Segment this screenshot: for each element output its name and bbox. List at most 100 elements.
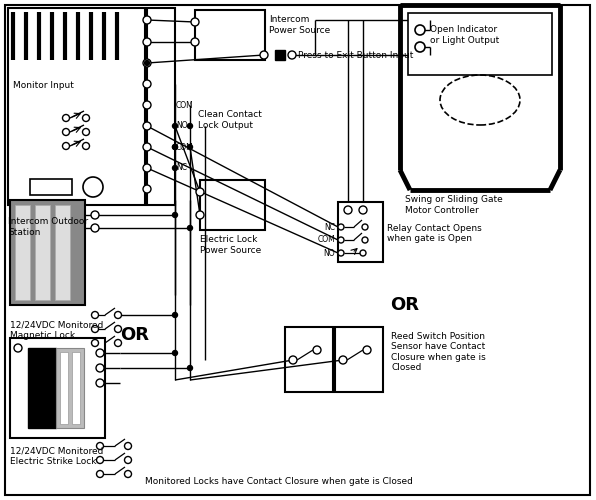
Bar (10, 200, 85, 305)
Text: OR: OR (390, 296, 419, 314)
Circle shape (362, 224, 368, 230)
Circle shape (143, 38, 151, 46)
Circle shape (143, 101, 151, 109)
Circle shape (344, 206, 352, 214)
Text: Electric Lock
Power Source: Electric Lock Power Source (200, 236, 261, 255)
Text: OR: OR (120, 326, 149, 344)
Circle shape (83, 177, 103, 197)
Circle shape (82, 142, 89, 150)
Circle shape (125, 470, 132, 478)
Circle shape (339, 356, 347, 364)
Text: COM: COM (317, 236, 335, 244)
Bar (335, 327, 383, 392)
Text: NC: NC (324, 222, 335, 232)
Text: Relay Contact Opens
when gate is Open: Relay Contact Opens when gate is Open (387, 224, 482, 243)
Circle shape (82, 114, 89, 121)
Text: Intercom
Power Source: Intercom Power Source (269, 16, 330, 34)
Text: 12/24VDC Monitored
Magnetic Lock: 12/24VDC Monitored Magnetic Lock (10, 320, 103, 340)
Text: Press to Exit Button Input: Press to Exit Button Input (298, 50, 414, 59)
Circle shape (125, 456, 132, 464)
Circle shape (114, 326, 122, 332)
Text: Swing or Sliding Gate
Motor Controller: Swing or Sliding Gate Motor Controller (405, 196, 503, 214)
Circle shape (172, 124, 178, 128)
Bar (56, 348, 84, 428)
Bar (147, 8, 175, 205)
Bar (275, 50, 285, 60)
Bar (285, 327, 333, 392)
Circle shape (188, 366, 193, 370)
Bar (55, 205, 70, 300)
Bar (35, 205, 50, 300)
Circle shape (143, 185, 151, 193)
Circle shape (143, 164, 151, 172)
Circle shape (359, 206, 367, 214)
Bar (408, 13, 552, 75)
Circle shape (96, 379, 104, 387)
Circle shape (97, 442, 104, 450)
Text: COM: COM (176, 142, 194, 152)
Bar (28, 348, 56, 428)
Circle shape (188, 124, 193, 128)
Circle shape (96, 349, 104, 357)
Circle shape (125, 442, 132, 450)
Circle shape (114, 312, 122, 318)
Circle shape (91, 211, 99, 219)
Circle shape (14, 344, 22, 352)
Bar (72, 352, 80, 424)
Circle shape (260, 51, 268, 59)
Circle shape (92, 340, 98, 346)
Circle shape (191, 38, 199, 46)
Bar (8, 8, 145, 205)
Circle shape (96, 364, 104, 372)
Circle shape (172, 144, 178, 150)
Circle shape (338, 237, 344, 243)
Circle shape (172, 144, 178, 150)
Circle shape (338, 250, 344, 256)
Circle shape (172, 212, 178, 218)
Circle shape (143, 143, 151, 151)
Circle shape (363, 346, 371, 354)
Circle shape (188, 226, 193, 230)
Bar (10, 338, 105, 438)
Circle shape (91, 224, 99, 232)
Bar (195, 10, 265, 60)
Text: Clean Contact
Lock Output: Clean Contact Lock Output (198, 110, 262, 130)
Bar (60, 352, 68, 424)
Circle shape (97, 470, 104, 478)
Circle shape (196, 211, 204, 219)
Bar (15, 205, 30, 300)
Circle shape (313, 346, 321, 354)
Circle shape (191, 18, 199, 26)
Circle shape (360, 250, 366, 256)
Circle shape (63, 142, 70, 150)
Text: Intercom Outdoor
Station: Intercom Outdoor Station (8, 218, 88, 236)
Text: NO: NO (324, 248, 335, 258)
Text: 12/24VDC Monitored
Electric Strike Lock: 12/24VDC Monitored Electric Strike Lock (10, 446, 103, 466)
Circle shape (172, 312, 178, 318)
Text: Monitor Input: Monitor Input (13, 80, 74, 90)
Circle shape (172, 166, 178, 170)
Circle shape (143, 16, 151, 24)
Circle shape (144, 60, 150, 66)
Circle shape (143, 122, 151, 130)
Circle shape (92, 312, 98, 318)
Text: COM: COM (176, 100, 194, 110)
Circle shape (288, 51, 296, 59)
Text: NC: NC (176, 164, 187, 172)
Circle shape (143, 80, 151, 88)
Bar (30, 179, 72, 195)
Bar (338, 202, 383, 262)
Circle shape (415, 25, 425, 35)
Text: Monitored Locks have Contact Closure when gate is Closed: Monitored Locks have Contact Closure whe… (145, 478, 413, 486)
Circle shape (63, 114, 70, 121)
Circle shape (114, 340, 122, 346)
Text: Open Indicator
or Light Output: Open Indicator or Light Output (430, 26, 499, 44)
Circle shape (82, 128, 89, 136)
Circle shape (97, 456, 104, 464)
Circle shape (188, 144, 193, 150)
Circle shape (362, 237, 368, 243)
Circle shape (92, 326, 98, 332)
Circle shape (196, 188, 204, 196)
Circle shape (172, 350, 178, 356)
Circle shape (415, 42, 425, 52)
